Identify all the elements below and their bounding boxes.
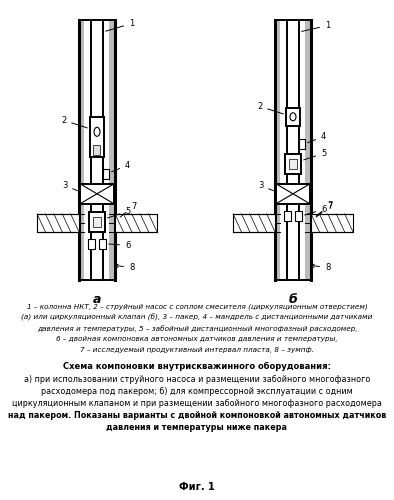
Bar xyxy=(286,108,300,126)
Text: 5: 5 xyxy=(108,207,130,218)
Text: давления и температуры ниже пакера: давления и температуры ниже пакера xyxy=(106,423,288,432)
Text: 6: 6 xyxy=(109,241,130,250)
Text: 6: 6 xyxy=(305,205,326,215)
Bar xyxy=(37,214,79,232)
Text: давления и температуры, 5 – забойный дистанционный многофазный расходомер,: давления и температуры, 5 – забойный дис… xyxy=(37,325,357,332)
Bar xyxy=(289,159,297,169)
Text: 4: 4 xyxy=(112,161,130,172)
Bar xyxy=(285,154,301,174)
Text: над пакером. Показаны варианты с двойной компоновкой автономных датчиков: над пакером. Показаны варианты с двойной… xyxy=(8,411,386,420)
Text: 1: 1 xyxy=(106,19,134,31)
Bar xyxy=(299,139,305,149)
Text: расходомера под пакером; б) для компрессорной эксплуатации с одним: расходомера под пакером; б) для компресс… xyxy=(41,387,353,396)
Text: 4: 4 xyxy=(308,132,326,143)
Text: 7: 7 xyxy=(120,202,136,217)
Text: а) при использовании струйного насоса и размещении забойного многофазного: а) при использовании струйного насоса и … xyxy=(24,375,370,384)
Text: 7 – исследуемый продуктивный интервал пласта, 8 – зумпф.: 7 – исследуемый продуктивный интервал пл… xyxy=(80,347,314,353)
Ellipse shape xyxy=(290,113,296,121)
Bar xyxy=(284,211,291,221)
Text: 5: 5 xyxy=(304,149,326,160)
Bar xyxy=(99,239,106,249)
Text: 7: 7 xyxy=(316,202,333,217)
Bar xyxy=(80,184,114,204)
Text: (а) или циркуляционный клапан (б), 3 – пакер, 4 – мандрель с дистанционными датч: (а) или циркуляционный клапан (б), 3 – п… xyxy=(21,314,373,322)
Text: циркуляционным клапаном и при размещении забойного многофазного расходомера: циркуляционным клапаном и при размещении… xyxy=(12,399,382,408)
Text: 8: 8 xyxy=(311,263,331,272)
Text: Фиг. 1: Фиг. 1 xyxy=(179,482,215,492)
Bar xyxy=(233,214,275,232)
Text: 3: 3 xyxy=(62,181,78,190)
Text: 2: 2 xyxy=(61,116,87,128)
Bar xyxy=(276,184,310,204)
Text: Схема компоновки внутрискважинного оборудования:: Схема компоновки внутрискважинного обору… xyxy=(63,362,331,371)
Bar xyxy=(110,20,115,280)
Text: 8: 8 xyxy=(115,263,134,272)
Bar xyxy=(115,214,157,232)
Bar xyxy=(79,20,84,280)
Bar xyxy=(305,20,311,280)
Bar xyxy=(103,169,109,179)
Text: 1 – колонна НКТ, 2 – струйный насос с соплом смесителя (циркуляционным отверстие: 1 – колонна НКТ, 2 – струйный насос с со… xyxy=(27,303,367,310)
Text: 7: 7 xyxy=(316,201,333,216)
Text: 6 – двойная компоновка автономных датчиков давления и температуры,: 6 – двойная компоновка автономных датчик… xyxy=(56,336,338,342)
Ellipse shape xyxy=(94,128,100,136)
Bar xyxy=(295,211,302,221)
Bar xyxy=(88,239,95,249)
Text: б: б xyxy=(289,293,297,306)
Text: а: а xyxy=(93,293,101,306)
Bar xyxy=(90,117,104,157)
Text: 1: 1 xyxy=(302,21,330,32)
Bar xyxy=(311,214,353,232)
Bar xyxy=(275,20,281,280)
Bar xyxy=(89,212,105,232)
Bar xyxy=(93,217,101,227)
Bar xyxy=(93,145,100,155)
Text: 3: 3 xyxy=(258,181,273,190)
Text: 2: 2 xyxy=(257,102,283,114)
